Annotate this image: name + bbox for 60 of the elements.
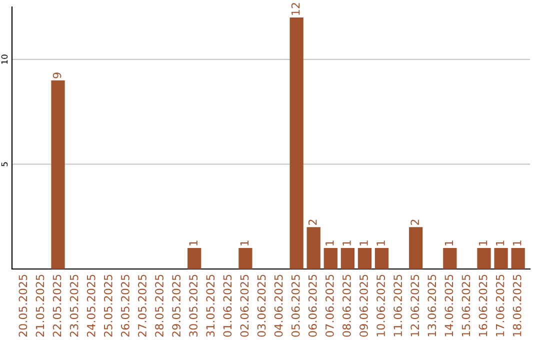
data-label: 1: [240, 240, 249, 246]
data-label: 1: [326, 240, 334, 246]
x-tick-label: 26.05.2025: [120, 274, 130, 337]
data-label: 12: [291, 3, 300, 15]
x-tick-label: 25.05.2025: [104, 274, 112, 337]
x-tick-label: 13.06.2025: [428, 274, 436, 336]
x-tick-label: 15.06.2025: [462, 274, 470, 336]
bar: [51, 80, 65, 269]
bar: [358, 248, 372, 269]
x-tick-label: 31.05.2025: [206, 274, 215, 337]
bar: [324, 248, 338, 269]
bar: [494, 248, 508, 269]
x-tick-label: 06.06.2025: [308, 274, 317, 337]
x-tick-label: 16.06.2025: [478, 274, 488, 336]
data-label: 2: [308, 220, 317, 225]
x-tick-label: 21.05.2025: [36, 274, 44, 337]
x-tick-label: 11.06.2025: [394, 274, 402, 336]
x-tick-label: 27.05.2025: [138, 274, 146, 337]
x-tick-label: 30.05.2025: [189, 274, 198, 337]
x-tick-label: 09.06.2025: [360, 274, 368, 337]
bar: [409, 227, 423, 269]
y-tick-label: 10: [1, 54, 8, 64]
x-tick-label: 24.05.2025: [86, 274, 96, 337]
x-tick-label: 07.06.2025: [325, 274, 334, 337]
x-tick-label: 03.06.2025: [257, 274, 266, 337]
x-tick-label: 18.06.2025: [512, 274, 522, 336]
x-tick-label: 04.06.2025: [274, 274, 283, 337]
x-tick-label: 22.05.2025: [52, 274, 62, 337]
bar: [188, 248, 202, 269]
data-label: 1: [478, 240, 488, 246]
x-tick-label: 17.06.2025: [496, 274, 504, 336]
y-tick-label: 5: [1, 162, 8, 166]
data-label: 1: [513, 240, 522, 246]
data-label: 1: [496, 240, 504, 246]
bar: [306, 227, 320, 269]
x-tick-label: 01.06.2025: [223, 274, 232, 337]
x-tick-label: 14.06.2025: [444, 274, 454, 336]
data-label: 1: [444, 240, 453, 246]
bar: [238, 248, 252, 269]
x-tick-label: 20.05.2025: [18, 274, 28, 337]
x-tick-label: 05.06.2025: [291, 274, 300, 337]
bar: [290, 17, 304, 269]
data-label: 1: [342, 240, 351, 246]
data-label: 2: [410, 220, 419, 225]
bar: [477, 248, 491, 269]
data-label: 1: [360, 240, 368, 246]
bar: [340, 248, 354, 269]
x-tick-label: 28.05.2025: [155, 274, 164, 337]
x-tick-label: 10.06.2025: [376, 274, 385, 336]
data-label: 9: [52, 72, 62, 78]
bar: [511, 248, 525, 269]
data-label: 1: [376, 240, 385, 246]
x-tick-label: 02.06.2025: [240, 274, 249, 337]
x-tick-label: 12.06.2025: [410, 274, 420, 336]
x-tick-label: 23.05.2025: [70, 274, 78, 337]
x-tick-label: 08.06.2025: [342, 274, 351, 337]
bar: [443, 248, 457, 269]
x-tick-label: 29.05.2025: [172, 274, 181, 337]
bar: [374, 248, 389, 269]
data-label: 1: [189, 240, 198, 246]
